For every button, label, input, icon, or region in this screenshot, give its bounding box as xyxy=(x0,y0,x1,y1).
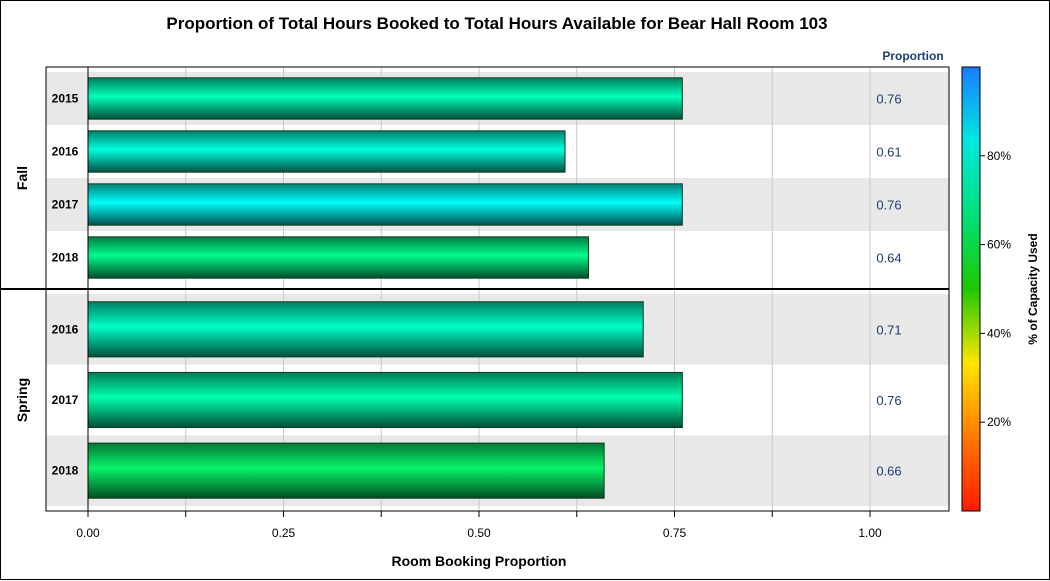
x-axis: 0.00 0.25 0.50 0.75 1.00 xyxy=(76,511,882,540)
value-label: 0.71 xyxy=(876,322,901,337)
group-label: Spring xyxy=(14,378,30,422)
value-label: 0.76 xyxy=(876,92,901,107)
category-label: 2015 xyxy=(52,92,79,106)
value-label: 0.66 xyxy=(876,464,901,479)
colorbar-tick-label: 80% xyxy=(987,149,1011,163)
colorbar: 20% 40% 60% 80% % of Capacity Used xyxy=(961,66,1040,512)
chart-title: Proportion of Total Hours Booked to Tota… xyxy=(166,14,827,33)
bar-fall-2015 xyxy=(87,77,683,120)
value-label: 0.61 xyxy=(876,145,901,160)
x-tick-label: 0.25 xyxy=(272,526,296,540)
bar-fall-2016 xyxy=(87,130,566,173)
colorbar-tick-label: 20% xyxy=(987,415,1011,429)
plot-border xyxy=(45,66,950,512)
x-tick-label: 0.00 xyxy=(76,526,100,540)
proportion-column-header: Proportion xyxy=(882,49,943,63)
colorbar-tick-label: 40% xyxy=(987,326,1011,340)
bar-fall-2018 xyxy=(87,236,589,279)
category-label: 2017 xyxy=(52,198,79,212)
bar-spring-2017 xyxy=(87,371,683,429)
bar-fall-2017 xyxy=(87,183,683,226)
x-tick-label: 0.75 xyxy=(663,526,687,540)
value-label: 0.64 xyxy=(876,251,901,266)
group-label: Fall xyxy=(14,166,30,190)
value-label: 0.76 xyxy=(876,198,901,213)
category-label: 2018 xyxy=(52,464,79,478)
x-tick-label: 0.50 xyxy=(467,526,491,540)
category-label: 2016 xyxy=(52,322,79,336)
value-label: 0.76 xyxy=(876,393,901,408)
bar-spring-2018 xyxy=(87,442,605,499)
category-label: 2017 xyxy=(52,393,79,407)
colorbar-tick-label: 60% xyxy=(987,238,1011,252)
category-label: 2016 xyxy=(52,145,79,159)
bar-spring-2016 xyxy=(87,301,644,358)
plot-area: 2015 0.76 2016 0.61 2017 0.76 2018 0.64 Fall 2016… xyxy=(1,66,950,540)
x-axis-label: Room Booking Proportion xyxy=(392,553,567,569)
x-tick-label: 1.00 xyxy=(858,526,882,540)
colorbar-gradient xyxy=(961,66,981,512)
colorbar-label: % of Capacity Used xyxy=(1026,233,1040,344)
category-label: 2018 xyxy=(52,251,79,265)
